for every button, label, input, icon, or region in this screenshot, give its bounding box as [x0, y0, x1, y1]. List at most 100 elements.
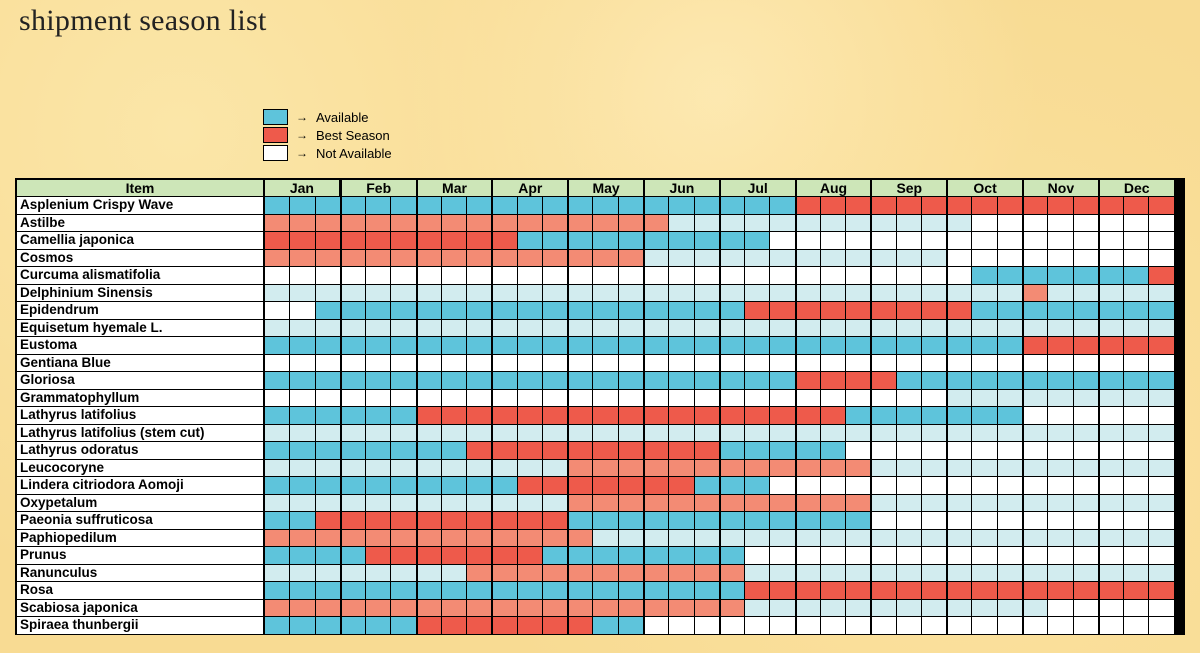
- season-cell: [341, 512, 366, 529]
- season-cell: [948, 599, 972, 616]
- season-cell: [593, 354, 618, 371]
- season-cell: [745, 389, 770, 406]
- season-cell: [1099, 494, 1124, 511]
- season-cell: [921, 354, 947, 371]
- season-cell: [921, 214, 947, 231]
- season-cell: [1149, 564, 1174, 581]
- season-cell: [796, 214, 820, 231]
- season-cell: [972, 547, 997, 564]
- season-cell: [1099, 599, 1124, 616]
- page-title: shipment season list: [19, 4, 267, 37]
- season-cell: [467, 599, 492, 616]
- season-cell: [972, 424, 997, 441]
- season-cell: [618, 337, 643, 354]
- season-cell: [290, 232, 315, 249]
- season-cell: [720, 232, 745, 249]
- season-cell: [846, 267, 871, 284]
- season-cell: [1073, 197, 1098, 214]
- season-cell: [1099, 267, 1124, 284]
- season-cell: [593, 582, 618, 599]
- season-cell: [341, 582, 366, 599]
- season-cell: [820, 424, 846, 441]
- season-cell: [493, 512, 517, 529]
- row-item-name: Grammatophyllum: [17, 389, 263, 406]
- season-cell: [1149, 582, 1174, 599]
- season-cell: [948, 389, 972, 406]
- season-cell: [1073, 284, 1098, 301]
- season-cell: [972, 477, 997, 494]
- season-cell: [391, 424, 416, 441]
- season-cell: [694, 459, 719, 476]
- row-item-name: Paphiopedilum: [17, 529, 263, 546]
- season-cell: [948, 302, 972, 319]
- season-cell: [417, 564, 441, 581]
- season-cell: [669, 477, 694, 494]
- season-cell: [997, 599, 1022, 616]
- season-cell: [417, 529, 441, 546]
- season-cell: [997, 477, 1022, 494]
- season-cell: [593, 599, 618, 616]
- season-cell: [290, 529, 315, 546]
- season-cell: [493, 407, 517, 424]
- season-cell: [745, 547, 770, 564]
- season-cell: [593, 337, 618, 354]
- season-cell: [391, 477, 416, 494]
- season-cell: [997, 337, 1022, 354]
- season-cell: [669, 372, 694, 389]
- season-cell: [366, 319, 391, 336]
- season-cell: [265, 319, 290, 336]
- season-cell: [265, 599, 290, 616]
- season-cell: [493, 214, 517, 231]
- season-cell: [290, 267, 315, 284]
- season-cell: [770, 214, 795, 231]
- season-cell: [694, 617, 719, 634]
- season-cell: [493, 267, 517, 284]
- season-cell: [694, 319, 719, 336]
- season-cell: [796, 477, 820, 494]
- season-cell: [796, 564, 820, 581]
- season-cell: [517, 529, 542, 546]
- season-cell: [265, 354, 290, 371]
- season-cell: [1149, 232, 1174, 249]
- season-cell: [921, 337, 947, 354]
- season-cell: [770, 302, 795, 319]
- season-cell: [391, 232, 416, 249]
- season-cell: [467, 442, 492, 459]
- season-cell: [1073, 477, 1098, 494]
- season-cell: [720, 494, 745, 511]
- season-cell: [1124, 442, 1149, 459]
- season-cell: [467, 459, 492, 476]
- season-cell: [441, 249, 467, 266]
- season-cell: [820, 599, 846, 616]
- season-cell: [972, 407, 997, 424]
- season-cell: [745, 267, 770, 284]
- season-cell: [745, 249, 770, 266]
- season-cell: [391, 197, 416, 214]
- season-cell: [417, 284, 441, 301]
- season-cell: [720, 564, 745, 581]
- row-item-name: Camellia japonica: [17, 232, 263, 249]
- row-item-name: Equisetum hyemale L.: [17, 319, 263, 336]
- season-cell: [796, 232, 820, 249]
- season-cell: [694, 529, 719, 546]
- season-cell: [1149, 477, 1174, 494]
- season-cell: [441, 564, 467, 581]
- season-cell: [770, 284, 795, 301]
- season-cell: [315, 337, 340, 354]
- season-cell: [770, 424, 795, 441]
- season-cell: [846, 249, 871, 266]
- season-cell: [1048, 617, 1073, 634]
- season-cell: [720, 249, 745, 266]
- season-cell: [467, 494, 492, 511]
- season-cell: [341, 599, 366, 616]
- season-cell: [341, 442, 366, 459]
- legend-item-available: → Available: [263, 108, 392, 126]
- season-cell: [290, 197, 315, 214]
- season-cell: [366, 617, 391, 634]
- season-cell: [593, 617, 618, 634]
- season-cell: [1024, 214, 1048, 231]
- season-cell: [417, 512, 441, 529]
- season-cell: [921, 267, 947, 284]
- season-cell: [846, 494, 871, 511]
- season-cell: [1024, 424, 1048, 441]
